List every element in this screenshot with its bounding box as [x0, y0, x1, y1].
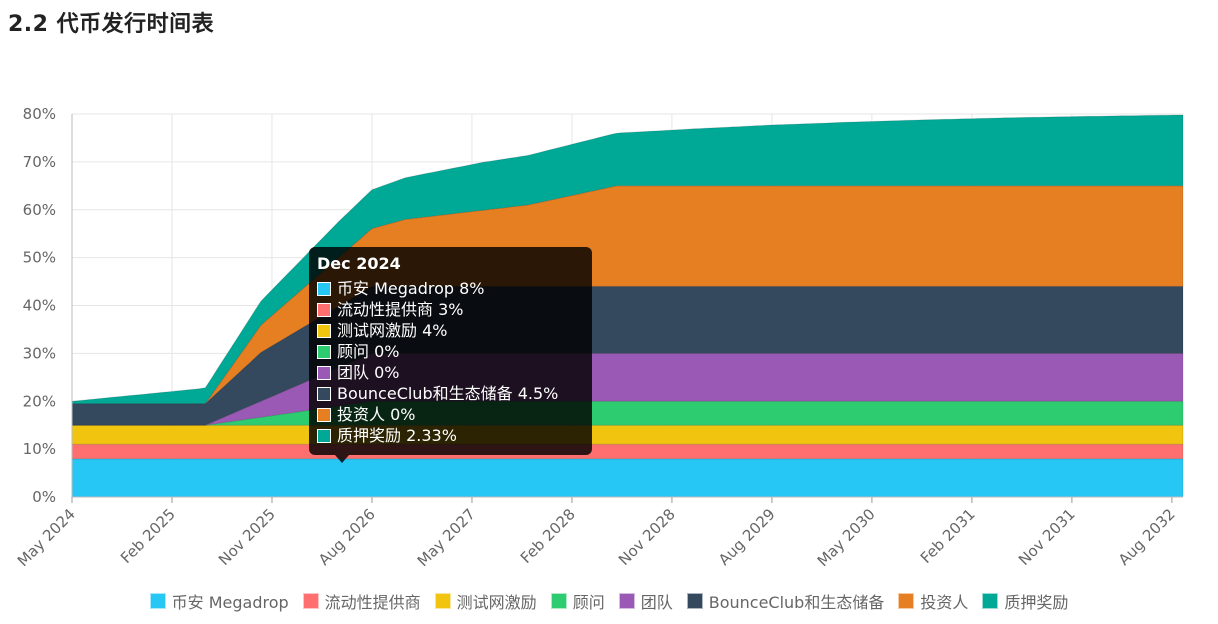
tooltip-row: 投资人 0%: [317, 404, 584, 425]
tooltip-swatch: [317, 302, 331, 317]
x-tick-label: May 2027: [414, 505, 479, 570]
x-tick-label: Feb 2028: [517, 505, 579, 567]
tooltip-row: 测试网激励 4%: [317, 320, 584, 341]
legend-item[interactable]: BounceClub和生态储备: [686, 589, 885, 613]
x-tick-label: Aug 2026: [315, 505, 379, 569]
tooltip-label: 测试网激励 4%: [337, 321, 448, 340]
y-tick-label: 70%: [23, 153, 56, 171]
y-tick-label: 50%: [23, 249, 56, 267]
y-tick-label: 60%: [23, 201, 56, 219]
tooltip-rows: 币安 Megadrop 8% 流动性提供商 3% 测试网激励 4% 顾问 0% 团队 0…: [317, 278, 584, 446]
legend-label: 流动性提供商: [324, 593, 421, 612]
tooltip-label: 质押奖励 2.33%: [337, 426, 457, 445]
legend-swatch: [686, 593, 703, 609]
legend-label: 测试网激励: [456, 593, 537, 612]
area-series: [71, 443, 1184, 460]
area-series: [71, 424, 1184, 445]
legend-item[interactable]: 测试网激励: [434, 589, 537, 613]
tooltip-swatch: [317, 407, 331, 422]
tooltip-label: BounceClub和生态储备 4.5%: [337, 384, 559, 403]
tooltip-label: 投资人 0%: [337, 405, 416, 424]
y-tick-label: 30%: [23, 344, 56, 362]
tooltip-row: 顾问 0%: [317, 341, 584, 362]
tooltip-swatch: [317, 344, 331, 359]
legend-swatch: [618, 593, 635, 609]
legend-swatch: [898, 593, 915, 609]
area-series: [71, 114, 1184, 405]
x-tick-label: Aug 2029: [715, 505, 779, 569]
tooltip-swatch: [317, 428, 331, 443]
legend-item[interactable]: 流动性提供商: [302, 589, 421, 613]
legend-label: 投资人: [920, 593, 969, 612]
y-tick-label: 0%: [32, 488, 56, 506]
x-tick-label: May 2030: [814, 505, 879, 570]
tooltip-swatch: [317, 365, 331, 380]
tooltip-swatch: [317, 386, 331, 401]
y-tick-label: 20%: [23, 392, 56, 410]
tooltip-title: Dec 2024: [317, 254, 401, 273]
legend-item[interactable]: 质押奖励: [982, 589, 1068, 613]
area-series: [71, 458, 1184, 498]
legend-label: BounceClub和生态储备: [708, 593, 885, 612]
tooltip-row: 币安 Megadrop 8%: [317, 278, 584, 299]
y-tick-label: 10%: [23, 440, 56, 458]
legend-label: 顾问: [572, 593, 605, 612]
tooltip-label: 流动性提供商 3%: [337, 300, 464, 319]
x-tick-label: Nov 2025: [215, 505, 279, 569]
tooltip-swatch: [317, 281, 331, 296]
tooltip-label: 币安 Megadrop 8%: [337, 279, 485, 298]
x-tick-label: Nov 2031: [1015, 505, 1079, 569]
x-tick-label: May 2024: [14, 505, 79, 570]
x-tick-label: Feb 2025: [117, 505, 179, 567]
x-tick-label: Aug 2032: [1115, 505, 1179, 569]
tooltip-label: 团队 0%: [337, 363, 400, 382]
x-tick-label: Feb 2031: [917, 505, 979, 567]
chart-tooltip: Dec 2024 币安 Megadrop 8% 流动性提供商 3% 测试网激励 4%…: [309, 247, 592, 463]
y-tick-label: 40%: [23, 297, 56, 315]
chart-legend: 币安 Megadrop 流动性提供商 测试网激励 顾问 团队 BounceClub和生态储…: [0, 589, 1218, 613]
tooltip-swatch: [317, 323, 331, 338]
tooltip-row: 团队 0%: [317, 362, 584, 383]
tooltip-row: 流动性提供商 3%: [317, 299, 584, 320]
tooltip-label: 顾问 0%: [337, 342, 400, 361]
x-tick-label: Nov 2028: [615, 505, 679, 569]
tooltip-row: BounceClub和生态储备 4.5%: [317, 383, 584, 404]
legend-label: 币安 Megadrop: [171, 593, 289, 612]
legend-label: 团队: [640, 593, 673, 612]
tooltip-row: 质押奖励 2.33%: [317, 425, 584, 446]
legend-swatch: [149, 593, 166, 609]
legend-item[interactable]: 币安 Megadrop: [149, 589, 289, 613]
y-tick-label: 80%: [23, 105, 56, 123]
legend-swatch: [982, 593, 999, 609]
section-title: 2.2 代币发行时间表: [8, 12, 215, 37]
legend-swatch: [434, 593, 451, 609]
legend-item[interactable]: 投资人: [898, 589, 968, 613]
legend-item[interactable]: 团队: [618, 589, 673, 613]
legend-swatch: [550, 593, 567, 609]
legend-label: 质押奖励: [1004, 593, 1069, 612]
legend-item[interactable]: 顾问: [550, 589, 605, 613]
legend-swatch: [302, 593, 319, 609]
